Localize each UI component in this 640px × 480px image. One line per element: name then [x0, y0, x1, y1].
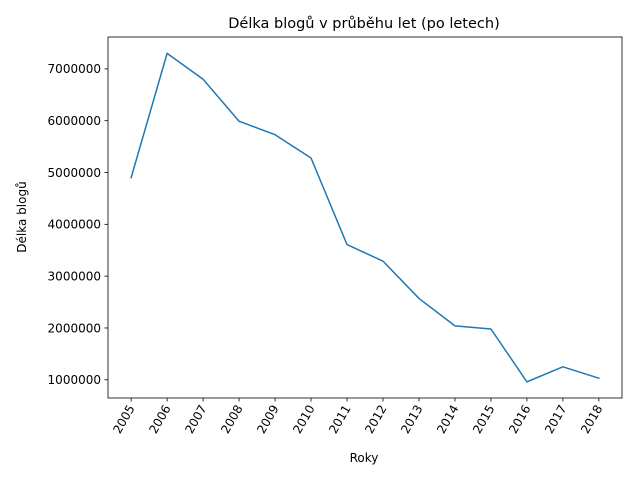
y-axis: 1000000 2000000 3000000 4000000 5000000 60000…: [48, 62, 108, 387]
y-tick-label-3000000: 3000000: [48, 269, 101, 283]
x-tick-label-2005: 2005: [110, 403, 137, 436]
chart-title: Délka blogů v průběhu let (po letech): [228, 16, 499, 32]
x-tick-label-2007: 2007: [182, 403, 209, 436]
x-tick-label-2018: 2018: [578, 403, 605, 436]
x-tick-label-2015: 2015: [470, 403, 497, 436]
x-tick-label-2009: 2009: [254, 403, 281, 436]
x-tick-label-2016: 2016: [506, 403, 533, 436]
y-tick-label-5000000: 5000000: [48, 166, 101, 180]
x-tick-label-2017: 2017: [542, 403, 569, 436]
y-tick-label-2000000: 2000000: [48, 321, 101, 335]
y-tick-label-4000000: 4000000: [48, 218, 101, 232]
x-tick-label-2010: 2010: [290, 403, 317, 436]
y-tick-label-6000000: 6000000: [48, 114, 101, 128]
x-tick-label-2008: 2008: [218, 403, 245, 436]
y-tick-label-1000000: 1000000: [48, 373, 101, 387]
y-tick-label-7000000: 7000000: [48, 62, 101, 76]
plot-area: [130, 52, 600, 383]
plot-frame: [107, 36, 623, 399]
x-tick-label-2011: 2011: [326, 403, 353, 436]
x-tick-label-2006: 2006: [146, 403, 173, 436]
x-axis-label: Roky: [350, 451, 379, 465]
x-tick-label-2013: 2013: [398, 403, 425, 436]
x-tick-label-2012: 2012: [362, 403, 389, 436]
y-axis-label: Délka blogů: [15, 181, 29, 252]
series-line-0: [130, 52, 600, 383]
x-axis: 2005 2006 2007 2008 2009 2010 2011 2012 2013 2014…: [110, 398, 605, 436]
x-tick-label-2014: 2014: [434, 403, 461, 436]
